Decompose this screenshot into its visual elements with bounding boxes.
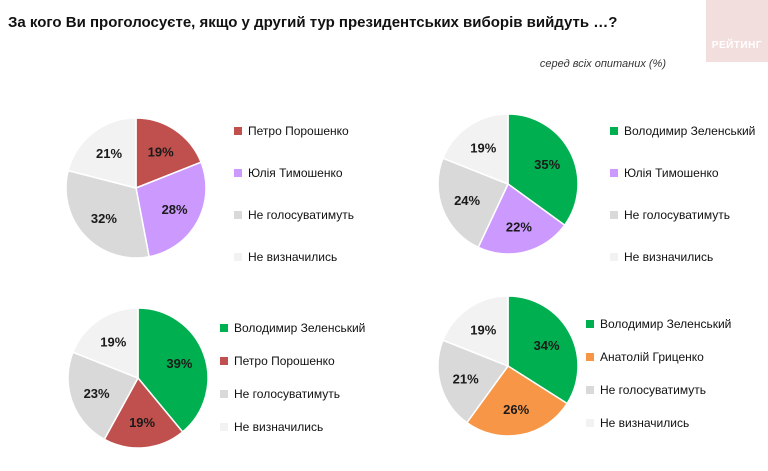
legend-swatch <box>220 389 228 398</box>
legend-item: Не визначились <box>234 250 337 264</box>
legend-label: Не голосуватимуть <box>600 383 706 397</box>
legend-swatch <box>234 126 242 135</box>
legend-label: Анатолій Гриценко <box>600 350 704 364</box>
legend-swatch <box>610 210 618 219</box>
pie-slice-петро-порошенко <box>103 376 184 449</box>
legend-item: Петро Порошенко <box>220 354 335 368</box>
legend-label: Не визначились <box>624 250 714 264</box>
pie-slice-не-визначились <box>67 117 137 189</box>
pie-slice-анатолій-гриценко <box>465 364 569 437</box>
slice-value-label: 24% <box>454 193 480 208</box>
legend-swatch <box>220 356 228 365</box>
pie-slice-не-голосуватимуть <box>65 169 150 259</box>
legend-label: Петро Порошенко <box>234 354 335 368</box>
legend-swatch <box>234 168 242 177</box>
pie-chart-zelensky-poroshenko: 39% 19% 23% 19% <box>67 307 209 449</box>
pie-slice-юлія-тимошенко <box>135 161 207 258</box>
legend-item: Не голосуватимуть <box>220 387 340 401</box>
legend-label: Юлія Тимошенко <box>624 166 719 180</box>
pie-slice-не-визначились <box>71 307 139 380</box>
legend-swatch <box>234 210 242 219</box>
legend-item: Не голосуватимуть <box>234 208 354 222</box>
legend-item: Володимир Зеленський <box>220 321 365 335</box>
legend-item: Петро Порошенко <box>234 124 349 138</box>
legend-swatch <box>586 319 594 328</box>
legend-item: Анатолій Гриценко <box>586 350 704 364</box>
rating-logo <box>706 0 768 62</box>
legend-swatch <box>586 385 594 394</box>
pie-slice-володимир-зеленський <box>507 113 579 227</box>
legend-item: Не визначились <box>586 416 689 430</box>
slice-value-label: 22% <box>506 220 532 235</box>
pie-slice-не-визначились <box>441 295 509 368</box>
slice-value-label: 32% <box>91 211 117 226</box>
legend-item: Не голосуватимуть <box>586 383 706 397</box>
pie-slice-не-голосуватимуть <box>437 339 510 424</box>
legend-label: Не визначились <box>234 420 324 434</box>
legend-label: Володимир Зеленський <box>624 124 756 138</box>
legend-swatch <box>220 323 228 332</box>
legend-swatch <box>234 252 242 261</box>
legend-item: Не визначились <box>610 250 713 264</box>
legend-label: Не голосуватимуть <box>248 208 354 222</box>
slice-value-label: 19% <box>129 415 155 430</box>
slice-value-label: 19% <box>100 335 126 350</box>
slice-value-label: 19% <box>470 141 496 156</box>
pie-slice-не-голосуватимуть <box>67 351 140 441</box>
pie-slice-володимир-зеленський <box>137 307 209 433</box>
slice-value-label: 21% <box>453 371 479 386</box>
legend-item: Не голосуватимуть <box>610 208 730 222</box>
pie-slice-петро-порошенко <box>135 117 203 190</box>
slice-value-label: 39% <box>166 356 192 371</box>
legend-label: Юлія Тимошенко <box>248 166 343 180</box>
pie-slice-не-визначились <box>441 113 509 186</box>
legend-swatch <box>220 422 228 431</box>
legend-swatch <box>586 352 594 361</box>
slice-value-label: 19% <box>470 323 496 338</box>
legend-label: Не визначились <box>248 250 338 264</box>
pie-chart-zelensky-hrytsenko: 34% 26% 21% 19% <box>437 295 579 437</box>
slice-value-label: 23% <box>84 386 110 401</box>
chart-subtitle: серед всіх опитаних (%) <box>539 58 666 70</box>
legend-label: Не голосуватимуть <box>234 387 340 401</box>
chart-title: За кого Ви проголосуєте, якщо у другий т… <box>8 14 618 31</box>
legend-label: Володимир Зеленський <box>234 321 366 335</box>
pie-chart-zelensky-tymoshenko: 35% 22% 24% 19% <box>437 113 579 255</box>
slice-value-label: 19% <box>148 145 174 160</box>
legend-item: Юлія Тимошенко <box>610 166 719 180</box>
legend-item: Володимир Зеленський <box>586 317 731 331</box>
legend-label: Не визначились <box>600 416 690 430</box>
legend-swatch <box>610 126 618 135</box>
pie-slice-не-голосуватимуть <box>437 157 510 249</box>
logo-text: РЕЙТИНГ <box>711 40 762 51</box>
slice-value-label: 35% <box>534 157 560 172</box>
pie-chart-poroshenko-tymoshenko: 19% 28% 32% 21% <box>65 117 207 259</box>
legend-label: Володимир Зеленський <box>600 317 732 331</box>
slice-value-label: 34% <box>534 338 560 353</box>
legend-swatch <box>610 252 618 261</box>
slice-value-label: 28% <box>162 202 188 217</box>
legend-label: Не голосуватимуть <box>624 208 730 222</box>
legend-label: Петро Порошенко <box>248 124 349 138</box>
slice-value-label: 26% <box>503 402 529 417</box>
legend-item: Юлія Тимошенко <box>234 166 343 180</box>
legend-swatch <box>610 168 618 177</box>
slice-value-label: 21% <box>96 146 122 161</box>
legend-swatch <box>586 418 594 427</box>
legend-item: Володимир Зеленський <box>610 124 755 138</box>
legend-item: Не визначились <box>220 420 323 434</box>
